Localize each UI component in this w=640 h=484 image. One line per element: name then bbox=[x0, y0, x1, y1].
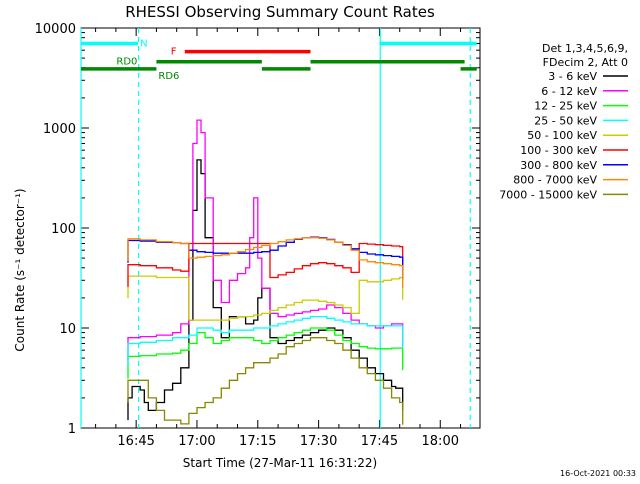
footer-timestamp: 16-Oct-2021 00:33 bbox=[560, 469, 636, 478]
legend-entry-label: 12 - 25 keV bbox=[534, 100, 597, 113]
legend-entry-label: 50 - 100 keV bbox=[527, 129, 597, 142]
y-axis-label: Count Rate (s⁻¹ detector⁻¹) bbox=[13, 188, 27, 351]
legend-entry-label: 7000 - 15000 keV bbox=[499, 188, 597, 201]
y-tick-label: 10000 bbox=[35, 22, 76, 37]
x-tick-label: 18:00 bbox=[422, 434, 459, 449]
series-line bbox=[127, 337, 404, 425]
y-tick-label: 10 bbox=[59, 322, 76, 337]
series-line bbox=[127, 159, 404, 421]
flag-label: RD6 bbox=[158, 71, 179, 82]
x-tick-label: 17:30 bbox=[300, 434, 337, 449]
legend-header: Det 1,3,4,5,6,9, FDecim 2, Att 0 bbox=[542, 42, 628, 69]
series-line bbox=[127, 275, 404, 321]
legend-entry-label: 25 - 50 keV bbox=[534, 114, 597, 127]
y-tick-label: 1000 bbox=[43, 122, 76, 137]
y-tick-label: 100 bbox=[51, 222, 76, 237]
flag-label: F bbox=[171, 47, 177, 58]
x-tick-label: 17:00 bbox=[178, 434, 215, 449]
legend-header-line: Det 1,3,4,5,6,9, bbox=[542, 42, 628, 55]
plot-area: 1 10 100 1000 10000 16:45 17:00 17:15 17:30 17:45… bbox=[35, 22, 628, 449]
legend-header-line: FDecim 2, Att 0 bbox=[543, 56, 628, 69]
legend-entry-label: 3 - 6 keV bbox=[548, 70, 597, 83]
flag-label: RD0 bbox=[116, 57, 137, 68]
x-tick-label: 17:15 bbox=[239, 434, 276, 449]
series-line bbox=[127, 237, 404, 288]
legend-entry-label: 100 - 300 keV bbox=[520, 144, 597, 157]
x-tick-label: 17:45 bbox=[361, 434, 398, 449]
legend-entry-label: 6 - 12 keV bbox=[541, 85, 597, 98]
flag-label: N bbox=[140, 38, 147, 49]
legend-entry-label: 800 - 7000 keV bbox=[513, 174, 597, 187]
x-axis-label: Start Time (27-Mar-11 16:31:22) bbox=[183, 456, 377, 470]
legend-entry-label: 300 - 800 keV bbox=[520, 159, 597, 172]
series-line bbox=[127, 242, 404, 287]
series-line bbox=[127, 327, 404, 379]
chart-title: RHESSI Observing Summary Count Rates bbox=[125, 3, 435, 21]
series-line bbox=[127, 315, 404, 366]
y-tick-label: 1 bbox=[68, 422, 76, 437]
x-tick-label: 16:45 bbox=[117, 434, 154, 449]
